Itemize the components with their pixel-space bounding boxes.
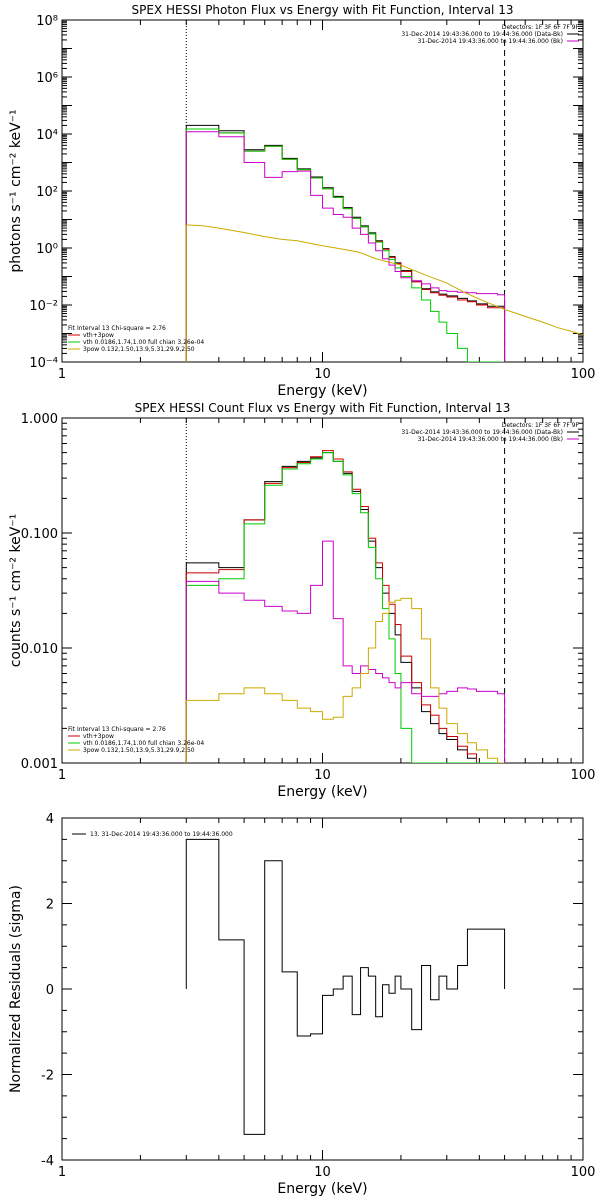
plot-area [185, 20, 583, 362]
y-tick-label: 1.000 [21, 412, 58, 427]
x-axis-label: Energy (keV) [277, 383, 367, 399]
legend-fit-entry: 3pow 0.132,1.50,13.9,5.31,29.9,2.50 [83, 747, 195, 754]
legend-residual-entry: 13. 31-Dec-2014 19:43:36.000 to 19:44:36… [90, 831, 233, 838]
y-tick-label: -2 [41, 1069, 54, 1084]
y-tick-label: 10⁴ [36, 128, 58, 143]
legend-data-bk: 31-Dec-2014 19:43:36.000 to 19:44:36.000… [401, 429, 563, 436]
series-vth [185, 452, 505, 763]
series-13-31-dec-2014-19-43-36-000-to-19-44-36-000 [185, 838, 506, 1135]
legend-fit-entry: 3pow 0.132,1.50,13.9,5.31,29.9,2.50 [83, 346, 195, 353]
legend-fit-entry: vth 0.0186,1.74,1.00 full chian 3.26e-04 [83, 339, 204, 346]
y-tick-label: 10² [36, 185, 58, 200]
legend-fit-entry: vth+3pow [83, 733, 114, 740]
y-axis-label: photons s⁻¹ cm⁻² keV⁻¹ [8, 109, 24, 272]
y-tick-label: 10⁻² [29, 299, 58, 314]
plot-area [185, 418, 506, 763]
y-tick-label: 0.100 [21, 527, 58, 542]
y-tick-label: 10⁸ [36, 14, 58, 29]
legend-detectors: Detectors: 1F 3F 6F 7F 9F [502, 422, 580, 429]
series-3pow-curve [186, 224, 583, 336]
residuals-panel: 1 10 100 -4 -2 0 2 4 Energy (keV) Normalized Resi… [8, 812, 595, 1197]
x-tick-label: 1 [58, 768, 66, 783]
x-axis-label: Energy (keV) [277, 784, 367, 800]
legend-fit-entry: vth 0.0186,1.74,1.00 full chian 3.26e-04 [83, 740, 204, 747]
y-tick-label: 10⁰ [36, 242, 58, 257]
x-tick-label: 1 [58, 1165, 66, 1180]
legend-fit-entry: vth+3pow [83, 332, 114, 339]
y-tick-label: 0.010 [21, 642, 58, 657]
series-vth-3pow [185, 128, 506, 362]
x-axis-label: Energy (keV) [277, 1181, 367, 1197]
chart-title: SPEX HESSI Photon Flux vs Energy with Fi… [132, 3, 514, 17]
x-tick-label: 10 [314, 367, 331, 382]
legend-bk: 31-Dec-2014 19:43:36.000 to 19:44:36.000… [418, 38, 563, 45]
series-vth [185, 128, 505, 362]
x-tick-label: 1 [58, 367, 66, 382]
count-flux-panel: 1 10 100 0.001 0.010 0.100 1.000 Energy (keV) co… [8, 401, 595, 800]
x-tick-label: 100 [571, 768, 596, 783]
plot-area [185, 838, 506, 1135]
legend-data-bk: 31-Dec-2014 19:43:36.000 to 19:44:36.000… [401, 31, 563, 38]
y-tick-label: 10⁶ [36, 71, 58, 86]
y-axis-label: Normalized Residuals (sigma) [8, 885, 24, 1093]
series-data-bk [185, 124, 506, 362]
y-tick-label: 2 [46, 898, 54, 913]
x-tick-label: 10 [314, 1165, 331, 1180]
y-tick-label: 10⁻⁴ [29, 356, 58, 371]
photon-flux-panel: 1 10 100 10⁻⁴ 10⁻² 10⁰ 10² 10⁴ 10⁶ 10⁸ Energy (keV… [8, 3, 595, 399]
series-data-bk [185, 452, 505, 763]
x-tick-label: 100 [571, 367, 596, 382]
y-tick-label: -4 [41, 1154, 54, 1169]
y-axis-label: counts s⁻¹ cm⁻² keV⁻¹ [8, 514, 24, 668]
legend-fit-interval: Fit Interval 13 Chi-square = 2.76 [68, 726, 166, 733]
y-tick-label: 0.001 [21, 757, 58, 772]
series-vth-3pow [185, 450, 505, 763]
series-bk [185, 540, 506, 763]
legend-bk: 31-Dec-2014 19:43:36.000 to 19:44:36.000… [418, 436, 563, 443]
series-bk [185, 131, 506, 362]
series-3pow [185, 597, 505, 763]
x-tick-label: 100 [571, 1165, 596, 1180]
legend-detectors: Detectors: 1F 3F 6F 7F 9F [502, 24, 580, 31]
legend-fit-interval: Fit Interval 13 Chi-square = 2.76 [68, 325, 166, 332]
chart-title: SPEX HESSI Count Flux vs Energy with Fit… [135, 401, 511, 415]
y-tick-label: 0 [46, 983, 54, 998]
x-tick-label: 10 [314, 768, 331, 783]
y-tick-label: 4 [46, 812, 54, 827]
